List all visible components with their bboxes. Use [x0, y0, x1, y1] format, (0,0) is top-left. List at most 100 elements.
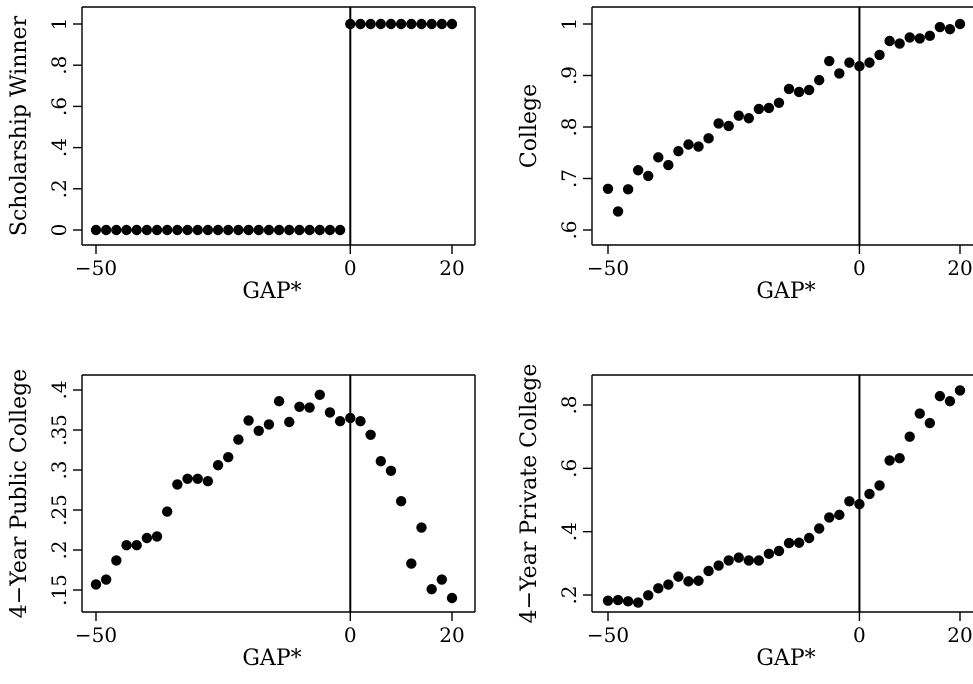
data-point — [345, 18, 356, 30]
data-point — [111, 555, 122, 566]
data-point — [793, 86, 805, 98]
data-point — [172, 479, 183, 490]
y-tick-label: .9 — [557, 66, 581, 85]
data-point — [693, 141, 704, 152]
data-point — [131, 224, 142, 236]
data-point — [284, 224, 295, 236]
data-point — [763, 548, 775, 560]
data-point — [783, 537, 795, 549]
data-point — [172, 224, 183, 236]
data-point — [355, 18, 366, 30]
data-point — [233, 434, 244, 445]
data-point — [365, 18, 376, 30]
data-point — [426, 584, 437, 595]
data-point — [673, 146, 684, 157]
y-axis-title: College — [517, 84, 542, 168]
data-point — [243, 415, 254, 426]
data-point — [284, 416, 295, 428]
data-point — [703, 133, 714, 144]
data-point — [304, 402, 315, 413]
data-point — [375, 456, 386, 467]
data-point — [653, 152, 664, 163]
data-point — [395, 496, 407, 507]
data-point — [426, 18, 437, 30]
chart-panel-3: −50 0 20 .15 .2 .25 .3 .35 .4 GAP* 4−Year Public C… — [7, 369, 476, 671]
data-point — [162, 506, 173, 517]
data-point — [803, 84, 815, 96]
data-point — [355, 416, 366, 427]
data-point — [273, 224, 285, 236]
data-point — [121, 540, 132, 551]
y-axis-title: 4−Year Public College — [7, 369, 32, 618]
data-point — [294, 224, 305, 236]
data-point — [864, 57, 875, 68]
data-point — [894, 453, 905, 464]
data-point — [703, 565, 714, 577]
data-point — [834, 509, 845, 521]
data-point — [314, 389, 325, 400]
data-point — [612, 206, 624, 217]
data-point — [324, 407, 336, 418]
data-point — [914, 408, 925, 419]
data-point — [894, 38, 905, 49]
data-point — [632, 165, 644, 176]
data-point — [263, 224, 275, 236]
data-point — [803, 532, 815, 544]
x-tick-label: 0 — [344, 623, 357, 647]
data-point — [713, 560, 724, 571]
data-point — [723, 120, 734, 132]
y-tick-label: .35 — [47, 414, 71, 446]
data-point — [602, 595, 614, 606]
x-axis-title: GAP* — [756, 646, 815, 671]
y-tick-label: .8 — [557, 395, 581, 414]
data-point — [763, 102, 775, 114]
data-point — [151, 224, 163, 236]
y-tick-label: .2 — [47, 540, 71, 559]
data-point — [334, 224, 346, 236]
data-point — [622, 184, 634, 195]
x-tick-label: 0 — [344, 256, 357, 280]
data-point — [90, 579, 102, 590]
data-point — [202, 224, 214, 236]
data-point — [632, 597, 644, 608]
x-tick-label: 20 — [947, 623, 972, 647]
data-point — [622, 596, 634, 607]
data-point — [944, 396, 956, 407]
y-tick-label: .8 — [47, 56, 71, 75]
chart-panel-4: −50 0 20 .2 .4 .6 .8 GAP* 4−Year Private College — [517, 364, 973, 671]
data-point — [131, 540, 142, 551]
data-point — [253, 425, 264, 436]
y-tick-label: .7 — [557, 169, 581, 188]
data-point — [151, 531, 163, 542]
data-point — [294, 401, 305, 412]
data-point — [385, 18, 397, 30]
y-tick-label: .6 — [557, 220, 581, 239]
x-tick-label: 0 — [853, 623, 866, 647]
y-tick-label: .4 — [557, 522, 581, 541]
data-point — [864, 488, 875, 500]
data-point — [223, 452, 234, 463]
data-point — [304, 224, 315, 236]
data-point — [446, 18, 458, 30]
data-point — [673, 571, 684, 582]
data-point — [954, 18, 966, 30]
data-point — [212, 460, 224, 471]
data-point — [773, 97, 785, 108]
y-tick-label: .2 — [557, 585, 581, 604]
data-point — [944, 23, 956, 35]
x-tick-label: −50 — [75, 256, 117, 280]
data-point — [263, 419, 275, 430]
data-point — [90, 224, 102, 236]
data-point — [314, 224, 325, 236]
data-point — [141, 532, 153, 544]
data-point — [874, 49, 885, 61]
data-point — [602, 183, 614, 194]
chart-panel-1: −50 0 20 0 .2 .4 .6 .8 1 GAP* Scholarship Winner — [7, 6, 476, 304]
y-tick-label: .3 — [47, 460, 71, 479]
data-point — [733, 552, 744, 563]
data-point — [793, 537, 805, 548]
data-point — [723, 555, 734, 566]
data-point — [683, 139, 694, 150]
y-tick-label: .25 — [47, 494, 71, 526]
